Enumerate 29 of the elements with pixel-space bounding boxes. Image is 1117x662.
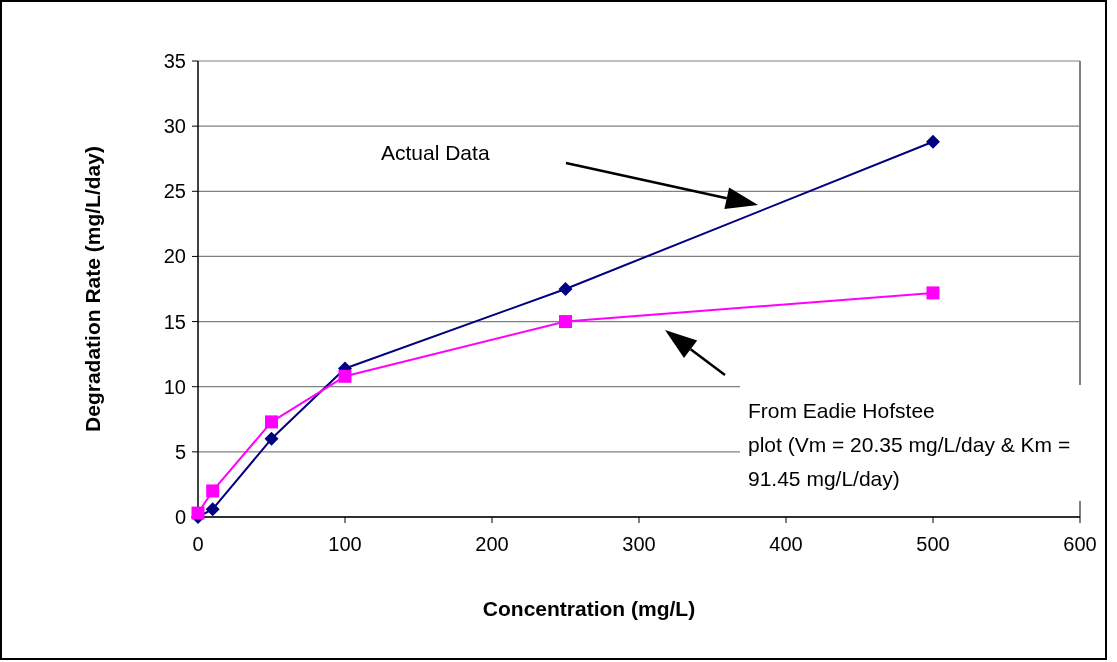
y-axis-title: Degradation Rate (mg/L/day) <box>81 146 104 432</box>
y-tick-label: 35 <box>163 50 186 72</box>
x-tick-label: 100 <box>328 533 362 555</box>
point <box>265 415 278 429</box>
x-tick-label: 0 <box>192 533 204 555</box>
x-tick-label: 500 <box>916 533 950 555</box>
x-tick-label: 400 <box>769 533 803 555</box>
y-tick-label: 5 <box>174 440 186 463</box>
point <box>558 282 573 296</box>
y-tick-label: 20 <box>163 245 186 268</box>
point <box>264 431 279 446</box>
annotation: From Eadie Hofstee plot (Vm = 20.35 mg/L/day & Km = 91.45 mg/L/day) <box>748 399 1071 490</box>
point <box>926 286 940 300</box>
point <box>926 134 940 149</box>
y-tick-label: 30 <box>163 115 186 138</box>
point <box>205 502 220 517</box>
y-tick-label: 0 <box>174 506 186 528</box>
x-tick-label: 600 <box>1063 533 1097 555</box>
point <box>191 506 205 520</box>
x-tick-label: 300 <box>622 533 656 555</box>
y-tick-label: 15 <box>163 310 186 333</box>
point <box>559 315 572 329</box>
point <box>206 484 220 498</box>
x-tick-label: 200 <box>475 533 509 555</box>
annotation: Actual Data <box>381 141 490 164</box>
x-axis-title: Concentration (mg/L) <box>482 597 696 620</box>
y-tick-label: 25 <box>163 180 186 203</box>
y-tick-label: 10 <box>163 375 186 398</box>
point <box>338 369 352 383</box>
